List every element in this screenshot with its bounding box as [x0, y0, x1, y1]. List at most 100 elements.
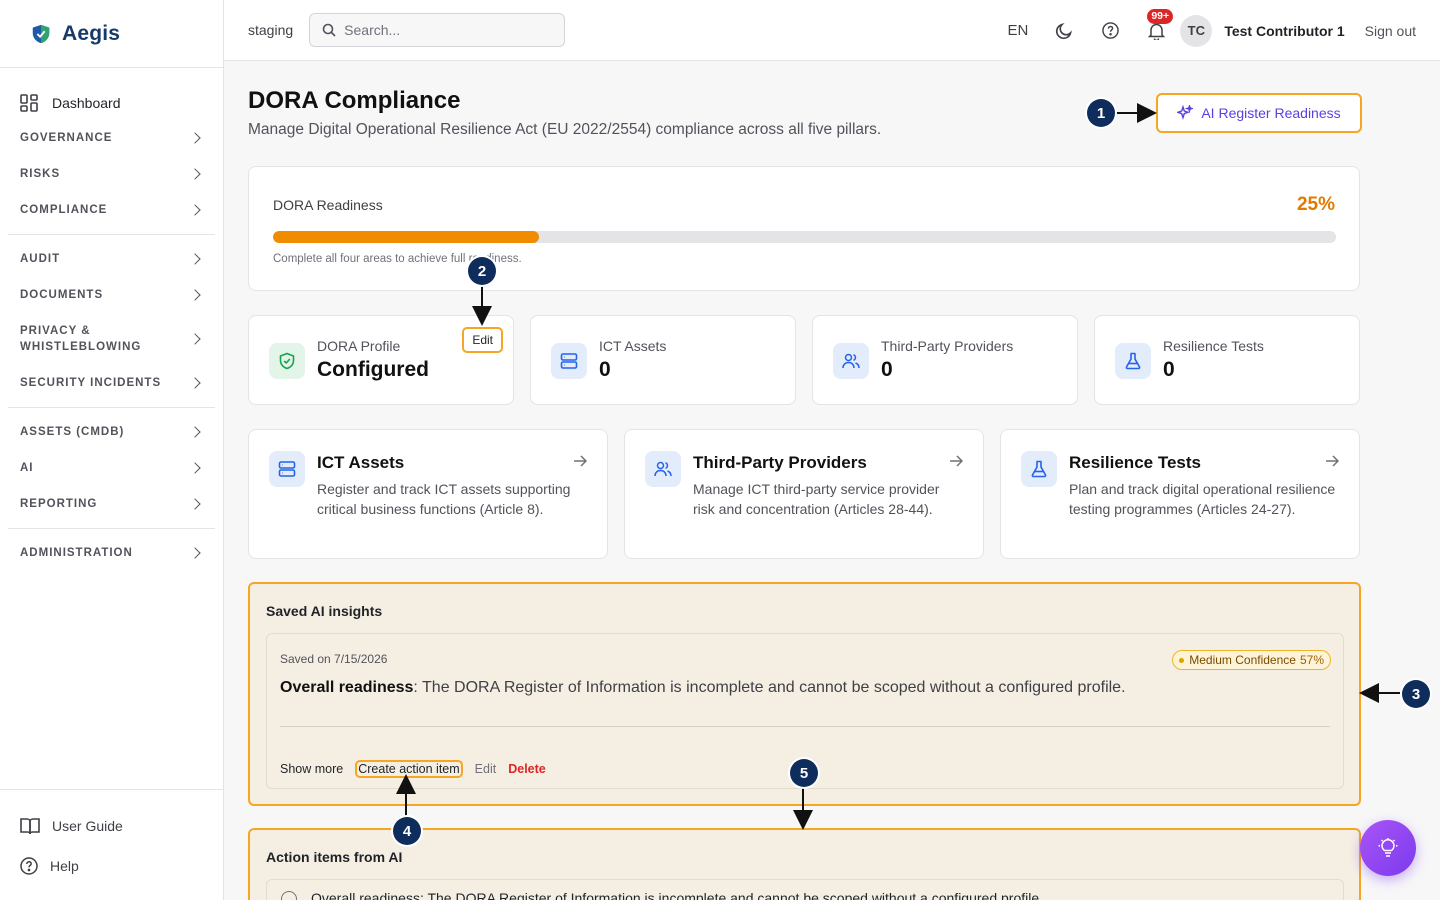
- action-item-checkbox[interactable]: [281, 891, 297, 900]
- stat-ict-assets: ICT Assets 0: [530, 315, 796, 405]
- user-guide-label: User Guide: [52, 818, 123, 834]
- show-more-button[interactable]: Show more: [280, 762, 344, 776]
- sidebar-item-governance[interactable]: GOVERNANCE: [0, 120, 223, 156]
- readiness-percent: 25%: [1296, 194, 1335, 215]
- insight-body: : The DORA Register of Information is in…: [413, 679, 1126, 696]
- search-box[interactable]: [309, 13, 566, 47]
- sidebar-item-label: Dashboard: [52, 95, 121, 111]
- card-third-party[interactable]: Third-Party Providers Manage ICT third-p…: [624, 429, 984, 559]
- sidebar-item-label: REPORTING: [20, 498, 98, 510]
- readiness-label: DORA Readiness: [273, 197, 383, 213]
- edit-profile-button[interactable]: Edit: [462, 327, 503, 353]
- environment-label: staging: [248, 22, 294, 38]
- page-subtitle: Manage Digital Operational Resilience Ac…: [248, 121, 882, 138]
- help-button[interactable]: [1100, 21, 1120, 41]
- sign-out-link[interactable]: Sign out: [1364, 22, 1416, 39]
- help-link[interactable]: Help: [0, 846, 223, 886]
- user-name[interactable]: Test Contributor 1: [1224, 22, 1345, 39]
- callout-marker-3: 3: [1402, 680, 1430, 708]
- help-circle-icon: [1102, 22, 1119, 39]
- card-ict-assets[interactable]: ICT Assets Register and track ICT assets…: [248, 429, 608, 559]
- avatar[interactable]: TC: [1180, 14, 1213, 47]
- ai-action-items: Action items from AI Overall readiness: …: [248, 828, 1361, 900]
- stat-value: 0: [1163, 358, 1175, 381]
- readiness-progress-fill: [273, 231, 539, 243]
- edit-insight-button[interactable]: Edit: [474, 762, 497, 776]
- ai-assistant-button[interactable]: [1360, 820, 1416, 876]
- chevron-right-icon: [189, 377, 201, 389]
- logo[interactable]: Aegis: [0, 0, 223, 68]
- bell-icon: [1147, 23, 1165, 40]
- callout-marker-5: 5: [790, 759, 818, 787]
- callout-marker-2: 2: [468, 257, 496, 285]
- readiness-progress-bar: [273, 231, 1336, 243]
- stats-row: DORA Profile Configured Edit ICT Assets …: [248, 315, 1360, 405]
- sidebar-item-compliance[interactable]: COMPLIANCE: [0, 192, 223, 228]
- dashboard-icon: [20, 94, 38, 112]
- book-icon: [20, 818, 40, 835]
- stat-third-party: Third-Party Providers 0: [812, 315, 1078, 405]
- sidebar-item-privacy[interactable]: PRIVACY & WHISTLEBLOWING: [0, 313, 223, 365]
- sidebar-item-label: AUDIT: [20, 253, 61, 265]
- stat-value: 0: [599, 358, 611, 381]
- page-title: DORA Compliance: [248, 87, 461, 114]
- users-icon: [645, 451, 681, 487]
- language-switcher[interactable]: EN: [1007, 22, 1029, 39]
- card-resilience-tests[interactable]: Resilience Tests Plan and track digital …: [1000, 429, 1360, 559]
- insight-text: Overall readiness: The DORA Register of …: [280, 679, 1126, 697]
- stat-value: 0: [881, 358, 893, 381]
- shield-logo-icon: [32, 24, 50, 43]
- chevron-right-icon: [189, 547, 201, 559]
- sidebar-item-documents[interactable]: DOCUMENTS: [0, 277, 223, 313]
- confidence-dot-icon: [1179, 657, 1185, 663]
- chevron-right-icon: [189, 462, 201, 474]
- delete-insight-button[interactable]: Delete: [508, 762, 546, 776]
- sidebar-footer: User Guide Help: [0, 789, 223, 900]
- readiness-hint: Complete all four areas to achieve full …: [273, 253, 522, 265]
- card-title: Third-Party Providers: [693, 453, 867, 472]
- sidebar-item-security-incidents[interactable]: SECURITY INCIDENTS: [0, 365, 223, 401]
- flask-icon: [1115, 343, 1151, 379]
- action-item-text: Overall readiness: The DORA Register of …: [311, 890, 1044, 900]
- stat-dora-profile: DORA Profile Configured Edit: [248, 315, 514, 405]
- chevron-right-icon: [189, 204, 201, 216]
- callout-marker-4: 4: [393, 817, 421, 845]
- stat-resilience-tests: Resilience Tests 0: [1094, 315, 1360, 405]
- arrow-right-icon: [574, 455, 587, 467]
- arrow-right-icon: [950, 455, 963, 467]
- sidebar-item-label: AI: [20, 462, 34, 474]
- search-input[interactable]: [344, 22, 545, 38]
- divider: [8, 528, 215, 529]
- sidebar-item-audit[interactable]: AUDIT: [0, 241, 223, 277]
- sidebar-item-dashboard[interactable]: Dashboard: [0, 86, 223, 120]
- saved-on-date: Saved on 7/15/2026: [280, 652, 388, 666]
- theme-toggle[interactable]: [1054, 21, 1074, 41]
- help-circle-icon: [20, 857, 38, 875]
- chevron-right-icon: [189, 426, 201, 438]
- sparkles-icon: [1177, 105, 1194, 120]
- module-cards: ICT Assets Register and track ICT assets…: [248, 429, 1360, 559]
- card-description: Register and track ICT assets supporting…: [317, 481, 571, 517]
- card-title: ICT Assets: [317, 453, 405, 472]
- create-action-item-button[interactable]: Create action item: [355, 760, 463, 778]
- arrow-right-icon: [1326, 455, 1339, 467]
- flask-icon: [1021, 451, 1057, 487]
- insights-heading: Saved AI insights: [266, 603, 383, 619]
- moon-icon: [1056, 22, 1073, 39]
- stat-value: Configured: [317, 358, 429, 381]
- sidebar-item-reporting[interactable]: REPORTING: [0, 486, 223, 522]
- sidebar-item-administration[interactable]: ADMINISTRATION: [0, 535, 223, 571]
- top-bar: staging EN 99+ TC Test Contributor 1 Sig…: [224, 0, 1440, 61]
- top-bar-actions: EN 99+ TC Test Contributor 1 Sign out: [1007, 0, 1416, 61]
- sidebar-item-risks[interactable]: RISKS: [0, 156, 223, 192]
- notifications-button[interactable]: 99+: [1146, 8, 1174, 41]
- user-guide-link[interactable]: User Guide: [0, 806, 223, 846]
- ai-register-readiness-button[interactable]: AI Register Readiness: [1156, 93, 1362, 133]
- sidebar-item-ai[interactable]: AI: [0, 450, 223, 486]
- card-description: Manage ICT third-party service provider …: [693, 481, 940, 517]
- readiness-card: DORA Readiness 25% Complete all four are…: [248, 166, 1360, 291]
- sidebar-nav: Dashboard GOVERNANCE RISKS COMPLIANCE AU…: [0, 68, 223, 571]
- divider: [280, 726, 1330, 727]
- sidebar-item-label: GOVERNANCE: [20, 132, 113, 144]
- sidebar-item-assets[interactable]: ASSETS (CMDB): [0, 414, 223, 450]
